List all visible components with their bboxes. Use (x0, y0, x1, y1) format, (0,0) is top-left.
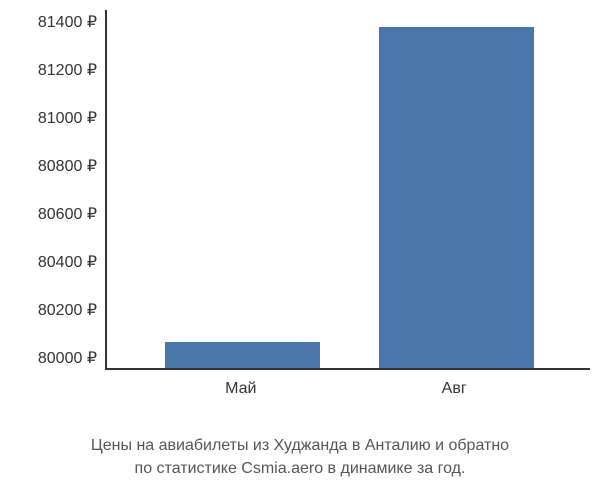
plot-area (105, 10, 590, 370)
y-tick-label: 81000 ₽ (38, 108, 97, 128)
bar (165, 342, 320, 368)
x-axis: Май Авг (105, 375, 590, 405)
y-tick-label: 80400 ₽ (38, 252, 97, 272)
bar (379, 27, 534, 368)
y-tick-label: 81200 ₽ (38, 60, 97, 80)
y-tick-label: 80000 ₽ (38, 348, 97, 368)
y-tick-label: 81400 ₽ (38, 12, 97, 32)
chart-container: 80000 ₽ 80200 ₽ 80400 ₽ 80600 ₽ 80800 ₽ 81000… (10, 10, 590, 430)
x-tick-label: Май (225, 380, 256, 398)
x-tick-label: Авг (442, 380, 467, 398)
caption-line2: по статистике Csmia.aero в динамике за г… (135, 460, 466, 477)
y-tick-label: 80800 ₽ (38, 156, 97, 176)
y-tick-label: 80600 ₽ (38, 204, 97, 224)
y-tick-label: 80200 ₽ (38, 300, 97, 320)
caption-line1: Цены на авиабилеты из Худжанда в Анталию… (91, 437, 509, 454)
y-axis: 80000 ₽ 80200 ₽ 80400 ₽ 80600 ₽ 80800 ₽ 81000… (10, 10, 105, 370)
chart-caption: Цены на авиабилеты из Худжанда в Анталию… (0, 435, 600, 480)
